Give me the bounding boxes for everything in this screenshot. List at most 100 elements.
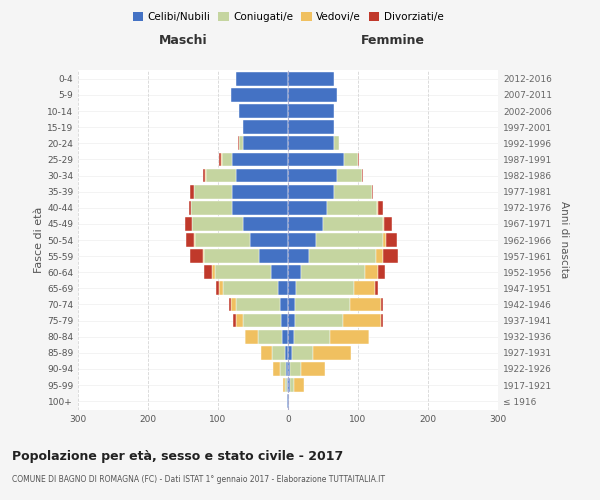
Text: Femmine: Femmine: [361, 34, 425, 48]
Bar: [287, 378, 288, 392]
Bar: [220, 152, 221, 166]
Text: COMUNE DI BAGNO DI ROMAGNA (FC) - Dati ISTAT 1° gennaio 2017 - Elaborazione TUTT: COMUNE DI BAGNO DI ROMAGNA (FC) - Dati I…: [12, 475, 385, 484]
Bar: [288, 152, 344, 166]
Bar: [239, 104, 288, 118]
Bar: [192, 217, 242, 230]
Bar: [185, 217, 192, 230]
Bar: [223, 282, 277, 295]
Bar: [239, 136, 242, 150]
Bar: [290, 362, 301, 376]
Bar: [283, 330, 288, 344]
Bar: [236, 298, 280, 312]
Bar: [238, 136, 239, 150]
Bar: [288, 250, 309, 263]
Bar: [288, 330, 293, 344]
Bar: [193, 185, 232, 198]
Bar: [365, 266, 377, 279]
Bar: [212, 266, 215, 279]
Bar: [288, 314, 295, 328]
Bar: [375, 282, 379, 295]
Bar: [233, 314, 235, 328]
Bar: [203, 250, 204, 263]
Bar: [288, 201, 326, 214]
Bar: [204, 250, 259, 263]
Bar: [381, 314, 383, 328]
Bar: [288, 72, 334, 86]
Bar: [242, 120, 288, 134]
Bar: [295, 298, 350, 312]
Bar: [277, 282, 288, 295]
Bar: [232, 152, 288, 166]
Bar: [288, 136, 334, 150]
Bar: [203, 168, 205, 182]
Bar: [326, 201, 377, 214]
Bar: [288, 346, 292, 360]
Bar: [288, 298, 295, 312]
Bar: [195, 233, 250, 247]
Bar: [334, 185, 372, 198]
Bar: [287, 394, 288, 408]
Bar: [204, 266, 212, 279]
Bar: [295, 314, 343, 328]
Bar: [350, 298, 381, 312]
Bar: [230, 298, 236, 312]
Bar: [286, 362, 288, 376]
Bar: [230, 88, 288, 102]
Bar: [344, 152, 358, 166]
Bar: [215, 266, 271, 279]
Bar: [206, 168, 235, 182]
Bar: [288, 266, 301, 279]
Bar: [285, 378, 287, 392]
Bar: [280, 362, 286, 376]
Bar: [190, 185, 193, 198]
Bar: [205, 168, 206, 182]
Bar: [235, 168, 288, 182]
Bar: [288, 168, 337, 182]
Bar: [330, 330, 368, 344]
Bar: [296, 282, 354, 295]
Bar: [288, 185, 334, 198]
Text: Popolazione per età, sesso e stato civile - 2017: Popolazione per età, sesso e stato civil…: [12, 450, 343, 463]
Bar: [191, 201, 232, 214]
Bar: [301, 362, 325, 376]
Bar: [259, 250, 288, 263]
Bar: [281, 314, 288, 328]
Bar: [272, 346, 284, 360]
Bar: [271, 266, 288, 279]
Bar: [358, 152, 359, 166]
Bar: [383, 250, 398, 263]
Bar: [221, 152, 232, 166]
Bar: [377, 266, 385, 279]
Bar: [372, 185, 373, 198]
Bar: [288, 362, 290, 376]
Bar: [262, 346, 272, 360]
Bar: [288, 88, 337, 102]
Bar: [288, 233, 316, 247]
Bar: [301, 266, 365, 279]
Bar: [361, 168, 363, 182]
Bar: [258, 330, 283, 344]
Bar: [190, 201, 191, 214]
Bar: [313, 346, 351, 360]
Bar: [383, 217, 384, 230]
Bar: [250, 233, 288, 247]
Bar: [283, 378, 285, 392]
Bar: [386, 233, 397, 247]
Bar: [242, 314, 281, 328]
Bar: [288, 378, 290, 392]
Bar: [242, 217, 288, 230]
Bar: [284, 346, 288, 360]
Bar: [216, 282, 220, 295]
Bar: [235, 72, 288, 86]
Bar: [293, 378, 304, 392]
Bar: [274, 362, 280, 376]
Bar: [337, 168, 361, 182]
Bar: [232, 185, 288, 198]
Bar: [235, 314, 242, 328]
Bar: [190, 250, 203, 263]
Bar: [309, 250, 376, 263]
Bar: [280, 298, 288, 312]
Bar: [220, 282, 223, 295]
Bar: [186, 233, 194, 247]
Bar: [245, 330, 258, 344]
